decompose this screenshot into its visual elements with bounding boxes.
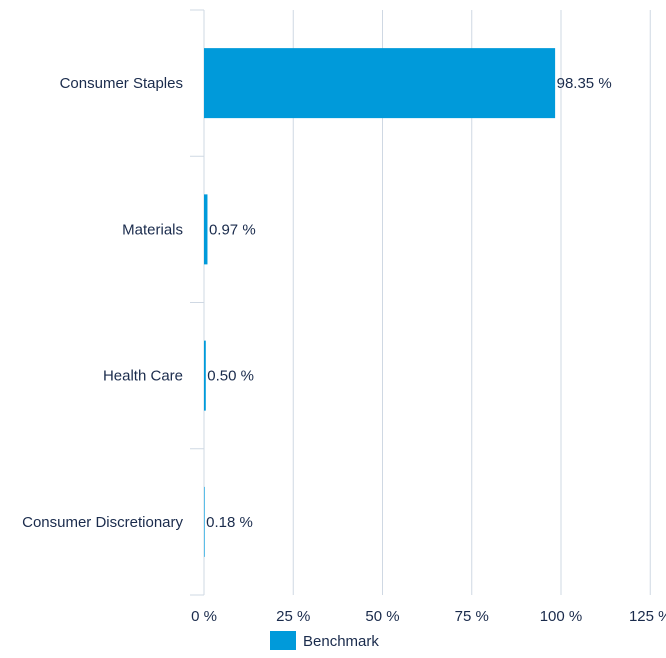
- legend-swatch: [270, 631, 296, 650]
- x-tick-label: 75 %: [455, 608, 489, 625]
- category-label: Health Care: [103, 368, 183, 385]
- bar-materials[interactable]: [204, 194, 208, 265]
- bar-health-care[interactable]: [204, 340, 206, 411]
- x-tick-label: 0 %: [191, 608, 217, 625]
- bar-consumer-staples[interactable]: [204, 48, 556, 119]
- x-tick-label: 125 %: [629, 608, 666, 625]
- bar-consumer-discretionary[interactable]: [204, 486, 205, 557]
- x-tick-label: 100 %: [540, 608, 583, 625]
- category-label: Materials: [122, 221, 183, 238]
- legend-label-benchmark: Benchmark: [303, 633, 379, 650]
- x-tick-label: 25 %: [276, 608, 310, 625]
- labels: 0 % 25 % 50 % 75 % 100 % 125 % Consumer Staple…: [22, 75, 666, 625]
- category-axis: [190, 9, 205, 596]
- category-label: Consumer Discretionary: [22, 514, 183, 531]
- x-tick-label: 50 %: [365, 608, 399, 625]
- data-label: 98.35 %: [557, 75, 612, 92]
- legend[interactable]: Benchmark: [270, 631, 379, 650]
- bars: [204, 48, 556, 557]
- data-label: 0.18 %: [206, 514, 253, 531]
- data-label: 0.50 %: [207, 368, 254, 385]
- category-label: Consumer Staples: [60, 75, 183, 92]
- data-label: 0.97 %: [209, 221, 256, 238]
